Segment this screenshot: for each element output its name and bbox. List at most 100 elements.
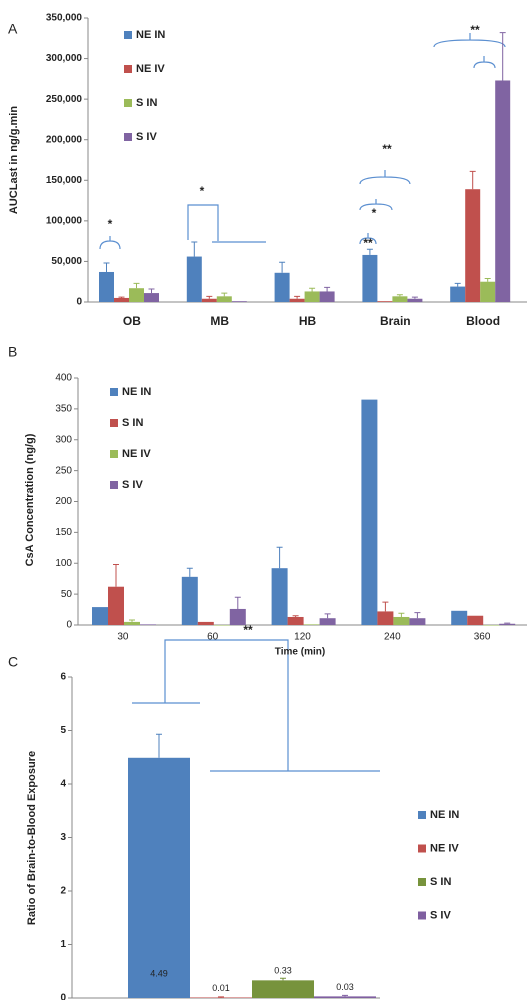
y-tick-label: 0 (60, 993, 66, 1000)
significance-mark: * (200, 184, 205, 198)
error-bar (414, 612, 421, 619)
bar (229, 608, 246, 625)
legend-swatch (124, 31, 132, 39)
bar (92, 607, 108, 625)
error-bar (234, 596, 241, 609)
legend-label: S IN (430, 876, 451, 888)
error-bar (292, 615, 299, 617)
bar (289, 298, 305, 302)
bar (287, 616, 304, 625)
error-bar (156, 733, 162, 758)
y-tick-label: 100,000 (46, 215, 83, 226)
bar (495, 80, 511, 302)
error-bar (469, 170, 476, 190)
legend-label: S IN (136, 97, 157, 109)
y-tick-label: 1 (60, 939, 66, 950)
y-tick-label: 350,000 (46, 13, 83, 24)
legend-swatch (124, 133, 132, 141)
y-tick-label: 50,000 (51, 256, 82, 267)
bar (216, 296, 232, 302)
y-tick-label: 0 (76, 297, 82, 308)
legend-label: NE IV (430, 842, 459, 854)
value-label: 0.01 (212, 983, 230, 993)
x-tick-label: OB (123, 314, 141, 328)
y-tick-label: 300 (55, 434, 72, 445)
significance-mark: * (372, 206, 377, 220)
bar (144, 293, 159, 302)
panel-label: C (8, 654, 18, 670)
bar (197, 621, 214, 625)
x-tick-label: HB (299, 314, 317, 328)
y-tick-label: 350 (55, 404, 72, 415)
y-tick-label: 0 (66, 620, 72, 631)
error-bar (191, 241, 198, 257)
bar (361, 399, 378, 625)
bar (362, 254, 378, 302)
legend-label: NE IV (136, 63, 165, 75)
y-tick-label: 150,000 (46, 175, 83, 186)
error-bar (309, 287, 316, 292)
bar (274, 272, 290, 302)
significance-mark: ** (363, 236, 373, 250)
error-bar (148, 288, 155, 294)
error-bar (484, 277, 491, 282)
y-tick-label: 2 (60, 886, 66, 897)
error-bar (186, 567, 193, 577)
legend-label: S IV (430, 909, 451, 921)
bar (393, 616, 410, 625)
bar (99, 271, 114, 302)
error-bar (324, 286, 331, 292)
bar (271, 568, 288, 625)
x-axis-label: Time (min) (275, 647, 325, 658)
bar (467, 615, 484, 625)
bar (128, 757, 190, 998)
legend-swatch (110, 481, 118, 489)
error-bar (294, 295, 301, 299)
legend-swatch (110, 388, 118, 396)
x-tick-label: 120 (294, 632, 311, 643)
x-tick-label: Blood (466, 314, 500, 328)
error-bar (279, 261, 286, 273)
x-tick-label: 30 (117, 632, 129, 643)
bar (108, 586, 124, 625)
bar (450, 286, 466, 302)
legend-label: S IV (136, 131, 157, 143)
bar (409, 618, 426, 625)
bar (186, 256, 202, 302)
legend-swatch (418, 844, 426, 853)
bar (124, 621, 140, 625)
bar (190, 997, 252, 998)
bar (480, 281, 496, 302)
legend-label: NE IN (122, 386, 151, 398)
significance-mark: ** (470, 23, 480, 37)
legend-swatch (124, 65, 132, 73)
legend-label: NE IN (136, 29, 165, 41)
error-bar (133, 282, 140, 289)
legend-label: S IN (122, 417, 143, 429)
legend-swatch (124, 99, 132, 107)
bar (377, 301, 393, 302)
legend-label: S IV (122, 479, 143, 491)
error-bar (411, 296, 418, 299)
bar (407, 298, 423, 302)
error-bar (324, 613, 331, 619)
error-bar (504, 622, 511, 624)
significance-mark: ** (382, 142, 392, 156)
y-tick-label: 4 (60, 779, 66, 790)
legend-swatch (418, 911, 426, 920)
bar (140, 624, 156, 625)
y-tick-label: 150 (55, 527, 72, 538)
significance-mark: * (108, 217, 113, 231)
error-bar (218, 996, 224, 998)
bar (377, 611, 394, 625)
bar (314, 996, 376, 998)
error-bar (118, 296, 125, 298)
x-tick-label: 240 (384, 632, 401, 643)
error-bar (276, 546, 283, 569)
value-label: 0.33 (274, 966, 292, 976)
y-axis-label: CsA Concentration (ng/g) (24, 433, 36, 566)
value-label: 4.49 (150, 968, 168, 978)
y-tick-label: 200,000 (46, 134, 83, 145)
y-tick-label: 300,000 (46, 53, 83, 64)
